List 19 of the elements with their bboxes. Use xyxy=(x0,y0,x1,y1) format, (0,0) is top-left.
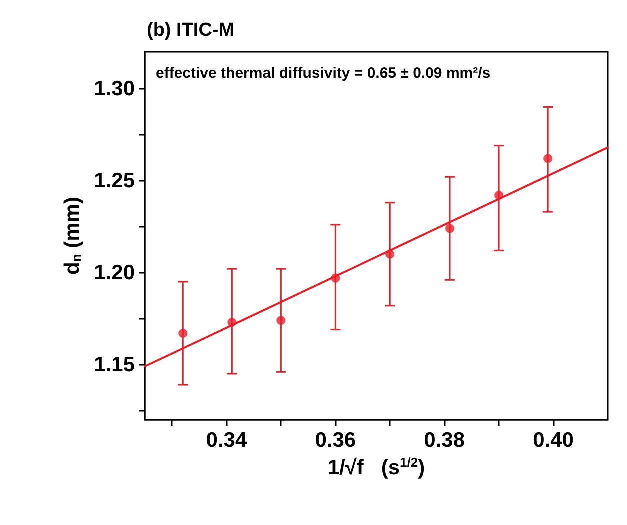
point xyxy=(228,318,237,327)
x-tick-label: 0.36 xyxy=(315,429,356,452)
annotation: effective thermal diffusivity = 0.65 ± 0.09 mm²/s xyxy=(156,65,491,82)
point xyxy=(331,274,340,283)
y-axis-title: dn (mm) xyxy=(60,197,84,275)
chart-title: (b) ITIC-M xyxy=(147,20,235,41)
y-tick-label: 1.25 xyxy=(94,169,136,192)
y-tick-label: 1.15 xyxy=(94,353,136,376)
point xyxy=(386,250,395,259)
point xyxy=(178,329,188,338)
y-tick-label: 1.30 xyxy=(94,77,135,100)
point xyxy=(446,224,455,234)
point xyxy=(276,316,286,326)
y-tick-label: 1.20 xyxy=(94,261,135,284)
point xyxy=(544,154,553,164)
x-tick-label: 0.34 xyxy=(206,429,248,452)
point xyxy=(494,191,504,200)
x-tick-label: 0.40 xyxy=(533,429,574,452)
x-tick-label: 0.38 xyxy=(424,429,466,452)
